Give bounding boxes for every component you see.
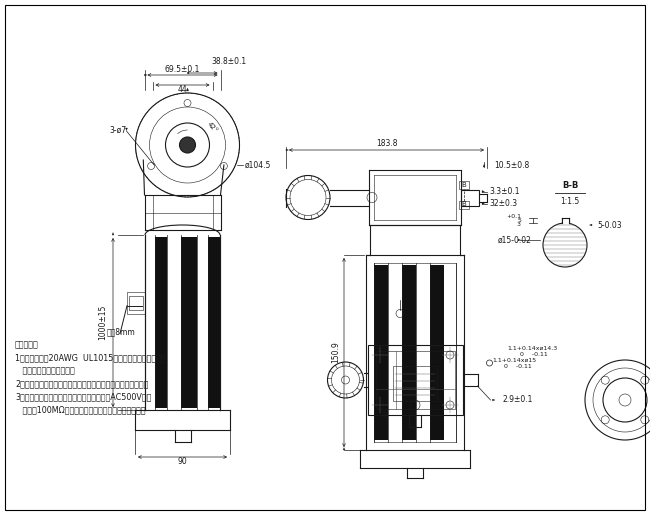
Text: 1.1+0.14xø15: 1.1+0.14xø15 bbox=[493, 357, 537, 363]
Text: 接副线，红线接公共线；: 接副线，红线接公共线； bbox=[15, 366, 75, 375]
Text: 3: 3 bbox=[517, 222, 521, 228]
Text: ø104.5: ø104.5 bbox=[244, 161, 271, 169]
Text: 技术要求：: 技术要求： bbox=[15, 340, 39, 349]
Polygon shape bbox=[125, 128, 127, 130]
Text: 1:1.5: 1:1.5 bbox=[560, 197, 580, 205]
Bar bbox=[367, 345, 463, 415]
Polygon shape bbox=[343, 448, 345, 450]
Text: 3-ø7: 3-ø7 bbox=[109, 126, 127, 134]
Text: 1.1+0.14xø14.3: 1.1+0.14xø14.3 bbox=[508, 346, 558, 351]
Polygon shape bbox=[518, 239, 521, 241]
Polygon shape bbox=[482, 202, 484, 204]
Text: B: B bbox=[462, 201, 467, 208]
Text: 5: 5 bbox=[517, 218, 521, 223]
Bar bbox=[461, 190, 479, 205]
Text: B-B: B-B bbox=[562, 180, 578, 190]
Polygon shape bbox=[286, 149, 289, 151]
Bar bbox=[393, 366, 437, 401]
Bar bbox=[155, 237, 167, 408]
Text: 69.5±0.1: 69.5±0.1 bbox=[165, 65, 200, 75]
Text: 测长8mm: 测长8mm bbox=[107, 327, 136, 336]
Text: 3：电机导电部分对外壳的冷态绝缘电阻，在AC500V下，: 3：电机导电部分对外壳的冷态绝缘电阻，在AC500V下， bbox=[15, 392, 151, 401]
Bar bbox=[208, 237, 220, 408]
Text: 42°: 42° bbox=[206, 121, 219, 133]
Text: ø15-0.02: ø15-0.02 bbox=[498, 235, 532, 245]
Text: 5-0.03: 5-0.03 bbox=[597, 220, 621, 230]
Bar bbox=[459, 181, 469, 189]
Bar bbox=[459, 200, 469, 209]
Polygon shape bbox=[112, 232, 114, 235]
Text: 0    -0.11: 0 -0.11 bbox=[508, 352, 547, 357]
Text: 2.9±0.1: 2.9±0.1 bbox=[502, 396, 533, 404]
Text: 90: 90 bbox=[177, 457, 187, 467]
Bar bbox=[127, 292, 145, 314]
Text: 3.3±0.1: 3.3±0.1 bbox=[489, 187, 519, 196]
Bar bbox=[430, 265, 444, 440]
Polygon shape bbox=[187, 88, 188, 91]
Bar bbox=[562, 217, 569, 224]
Text: B: B bbox=[462, 182, 467, 188]
Polygon shape bbox=[482, 191, 484, 193]
Polygon shape bbox=[590, 224, 592, 226]
Bar bbox=[129, 296, 143, 310]
Bar bbox=[374, 265, 388, 440]
Bar bbox=[376, 351, 454, 409]
Text: 0    -0.11: 0 -0.11 bbox=[493, 365, 532, 369]
Text: 32±0.3: 32±0.3 bbox=[489, 199, 517, 208]
Text: 1：引出线规格20AWG  UL1015，其中蓝线接主线，白线: 1：引出线规格20AWG UL1015，其中蓝线接主线，白线 bbox=[15, 353, 166, 362]
Text: 44: 44 bbox=[177, 84, 187, 94]
Text: +0.1: +0.1 bbox=[506, 214, 521, 218]
Circle shape bbox=[179, 137, 196, 153]
Polygon shape bbox=[493, 399, 495, 401]
Text: 10.5±0.8: 10.5±0.8 bbox=[494, 161, 529, 169]
Polygon shape bbox=[144, 74, 147, 76]
Text: 150.9: 150.9 bbox=[332, 341, 341, 364]
Text: 2：按以上接线方式，从齿轮箱手柄端看，电机转向为顺时针；: 2：按以上接线方式，从齿轮箱手柄端看，电机转向为顺时针； bbox=[15, 379, 148, 388]
Text: 不小于100MΩ；电机导电部分对外壳应能承受有效值: 不小于100MΩ；电机导电部分对外壳应能承受有效值 bbox=[15, 405, 146, 414]
Text: 1000±15: 1000±15 bbox=[99, 305, 107, 340]
Text: 183.8: 183.8 bbox=[376, 140, 397, 148]
Text: 38.8±0.1: 38.8±0.1 bbox=[211, 57, 246, 65]
Bar bbox=[402, 265, 416, 440]
Bar bbox=[181, 237, 197, 408]
Polygon shape bbox=[483, 164, 485, 167]
Polygon shape bbox=[187, 72, 190, 74]
